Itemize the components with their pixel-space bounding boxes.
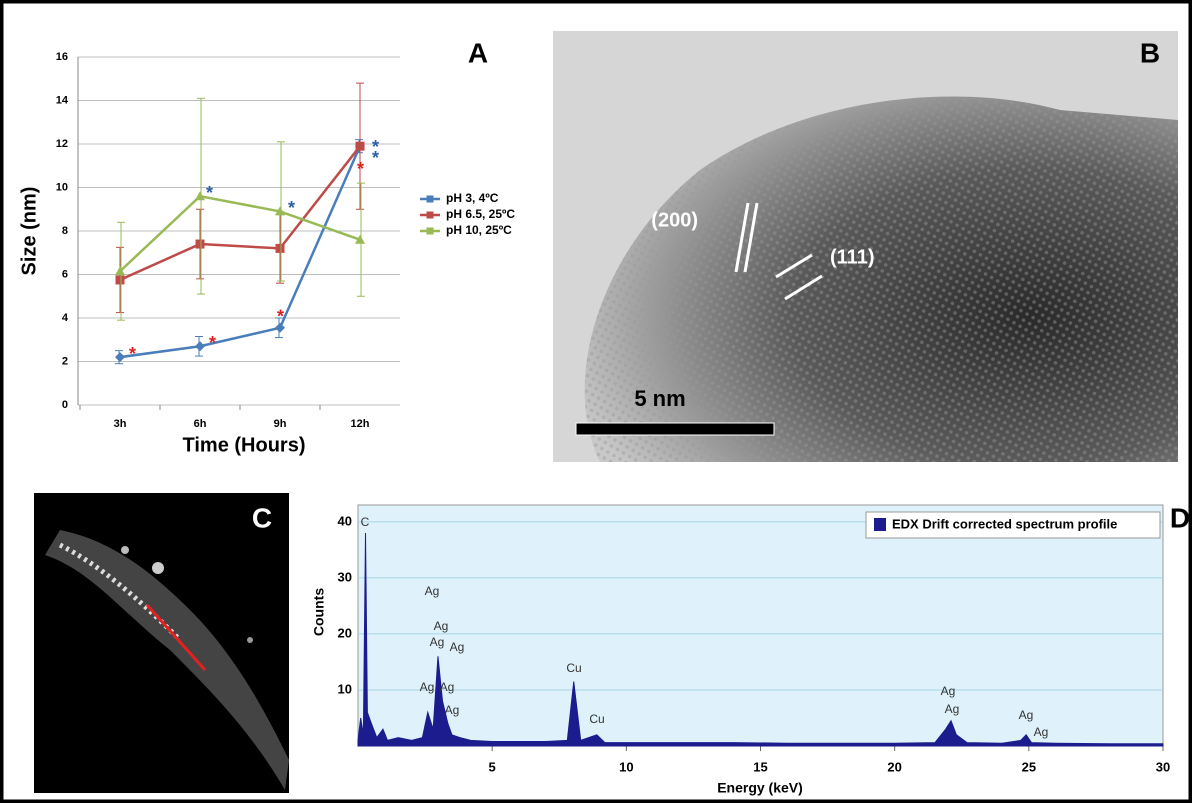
marker bbox=[115, 266, 125, 276]
peak-label: C bbox=[361, 515, 370, 529]
legend-label: pH 3, 4ºC bbox=[446, 191, 499, 205]
x-axis-label: Energy (keV) bbox=[717, 780, 803, 796]
panel-label: C bbox=[252, 502, 272, 533]
significance-mark: * bbox=[372, 137, 379, 157]
panel-label: A bbox=[468, 37, 488, 68]
marker bbox=[195, 341, 205, 352]
x-tick-label: 15 bbox=[753, 759, 767, 774]
x-axis-label: Time (Hours) bbox=[183, 434, 306, 456]
panel-label: B bbox=[1140, 37, 1160, 68]
series-line bbox=[119, 145, 362, 359]
peak-label: Ag bbox=[1034, 725, 1049, 739]
stem-image bbox=[34, 493, 289, 793]
legend-label: EDX Drift corrected spectrum profile bbox=[892, 516, 1117, 531]
peak-label: Ag bbox=[430, 635, 445, 649]
peak-label: Ag bbox=[440, 680, 455, 694]
peak-label: Ag bbox=[1019, 708, 1034, 722]
y-tick-label: 30 bbox=[338, 569, 352, 584]
series-line bbox=[119, 145, 361, 282]
y-axis-label: Size (nm) bbox=[18, 187, 40, 276]
y-tick-label: 40 bbox=[338, 513, 352, 528]
marker bbox=[115, 352, 125, 363]
peak-label: Ag bbox=[445, 703, 460, 717]
legend-swatch bbox=[874, 518, 886, 531]
y-tick-label: 4 bbox=[62, 312, 69, 324]
y-tick-label: 6 bbox=[62, 268, 68, 280]
legend-marker bbox=[426, 227, 434, 235]
spectrum bbox=[357, 533, 1164, 747]
y-axis-label: Counts bbox=[311, 588, 327, 636]
marker bbox=[275, 322, 285, 333]
marker bbox=[195, 191, 205, 201]
y-tick-label: 0 bbox=[62, 399, 68, 411]
plane-label: (111) bbox=[830, 246, 874, 268]
peak-label: Cu bbox=[566, 661, 581, 675]
legend-marker bbox=[426, 195, 434, 203]
significance-mark: * bbox=[209, 333, 216, 353]
y-tick-label: 16 bbox=[56, 51, 68, 63]
significance-mark: * bbox=[288, 198, 295, 218]
marker bbox=[355, 234, 365, 244]
x-tick-label: 9h bbox=[274, 418, 287, 430]
panel-label: D bbox=[1170, 502, 1190, 533]
x-tick-label: 30 bbox=[1156, 759, 1170, 774]
x-tick-label: 20 bbox=[887, 759, 901, 774]
peak-label: Cu bbox=[589, 712, 604, 726]
x-tick-label: 10 bbox=[619, 759, 633, 774]
marker bbox=[275, 243, 285, 253]
peak-label: Ag bbox=[945, 702, 960, 716]
significance-mark: * bbox=[129, 344, 136, 364]
marker bbox=[115, 275, 125, 285]
marker bbox=[355, 141, 365, 151]
significance-mark: * bbox=[277, 307, 284, 327]
x-tick-label: 25 bbox=[1022, 759, 1036, 774]
peak-label: Ag bbox=[450, 640, 465, 654]
significance-mark: * bbox=[206, 183, 213, 203]
y-tick-label: 20 bbox=[338, 625, 352, 640]
x-tick-label: 12h bbox=[351, 418, 370, 430]
x-tick-label: 6h bbox=[194, 418, 207, 430]
legend-box bbox=[865, 511, 1161, 539]
tem-image: (200) (111) 5 nm bbox=[553, 31, 1178, 462]
series-line bbox=[119, 194, 361, 273]
marker bbox=[195, 239, 205, 249]
x-tick-label: 5 bbox=[489, 759, 496, 774]
peak-label: Ag bbox=[941, 684, 956, 698]
marker bbox=[275, 206, 285, 216]
plane-label: (200) bbox=[651, 209, 698, 231]
y-tick-label: 12 bbox=[56, 138, 68, 150]
plot-area bbox=[357, 504, 1164, 747]
peak-label: Ag bbox=[420, 680, 435, 694]
peak-label: Ag bbox=[425, 584, 440, 598]
x-tick-label: 3h bbox=[114, 418, 127, 430]
legend-marker bbox=[426, 211, 434, 219]
y-tick-label: 10 bbox=[338, 681, 352, 696]
legend-label: pH 10, 25ºC bbox=[446, 223, 512, 237]
y-tick-label: 2 bbox=[62, 355, 68, 367]
legend-label: pH 6.5, 25ºC bbox=[446, 207, 515, 221]
significance-mark: * bbox=[357, 159, 364, 179]
scale-bar-label: 5 nm bbox=[634, 386, 685, 411]
y-tick-label: 14 bbox=[56, 94, 69, 106]
y-tick-label: 10 bbox=[56, 181, 68, 193]
significance-mark: * bbox=[372, 148, 379, 168]
peak-label: Ag bbox=[434, 619, 449, 633]
y-tick-label: 8 bbox=[62, 225, 68, 237]
